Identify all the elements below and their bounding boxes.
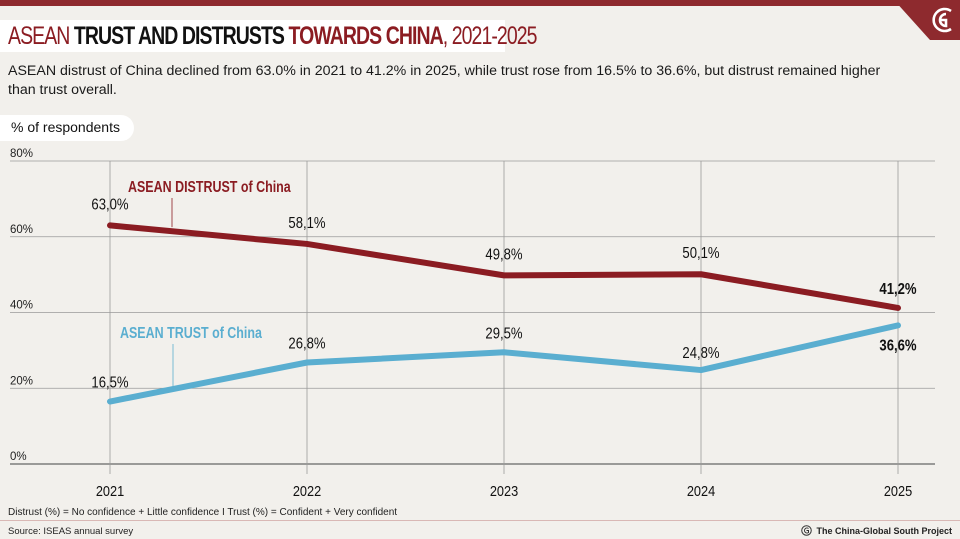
series-legend-label: ASEAN TRUST of China <box>120 325 263 343</box>
data-label: 36,6% <box>879 337 916 354</box>
x-tick-label: 2023 <box>490 482 519 499</box>
y-tick-label: 0% <box>10 451 27 463</box>
title-part: TRUST AND DISTRUSTS <box>73 22 289 50</box>
logo-tab <box>894 0 960 40</box>
data-label: 29,5% <box>485 325 522 342</box>
data-label: 58,1% <box>288 215 325 232</box>
footer-divider <box>0 520 960 521</box>
x-tick-label: 2025 <box>884 482 913 499</box>
china-global-south-logo-icon <box>932 7 952 33</box>
distrust-line <box>107 222 901 311</box>
data-label: 24,8% <box>682 345 719 362</box>
chart-title: ASEAN TRUST AND DISTRUSTS TOWARDS CHINA,… <box>8 22 538 51</box>
title-background <box>0 20 505 52</box>
y-tick-label: 40% <box>10 300 33 312</box>
x-tick-label: 2024 <box>687 482 716 499</box>
brand-credit: The China-Global South Project <box>801 525 952 536</box>
title-part: ASEAN <box>8 22 74 50</box>
y-tick-label: 60% <box>10 224 33 236</box>
title-part: , 2021-2025 <box>442 22 538 50</box>
brand-logo-icon <box>801 525 813 536</box>
unit-label-background <box>0 115 134 141</box>
trust-line <box>107 322 901 405</box>
brand-name: The China-Global South Project <box>816 525 952 536</box>
data-label: 63,0% <box>91 196 128 213</box>
chart-subtitle: ASEAN distrust of China declined from 63… <box>8 63 881 98</box>
data-label: 50,1% <box>682 245 719 262</box>
title-part: TOWARDS CHINA <box>288 22 443 50</box>
data-label: 41,2% <box>879 281 916 298</box>
data-label: 26,8% <box>288 335 325 352</box>
y-axis-unit-label: % of respondents <box>11 119 120 135</box>
series-legend-label: ASEAN DISTRUST of China <box>128 179 292 197</box>
definition-note: Distrust (%) = No confidence + Little co… <box>8 507 398 518</box>
top-brand-bar <box>0 0 960 6</box>
y-tick-label: 80% <box>10 148 33 160</box>
y-tick-label: 20% <box>10 375 33 387</box>
x-tick-label: 2021 <box>96 482 125 499</box>
data-label: 49,8% <box>485 246 522 263</box>
source-label: Source: ISEAS annual survey <box>8 526 134 537</box>
data-label: 16,5% <box>91 374 128 391</box>
x-tick-label: 2022 <box>293 482 322 499</box>
